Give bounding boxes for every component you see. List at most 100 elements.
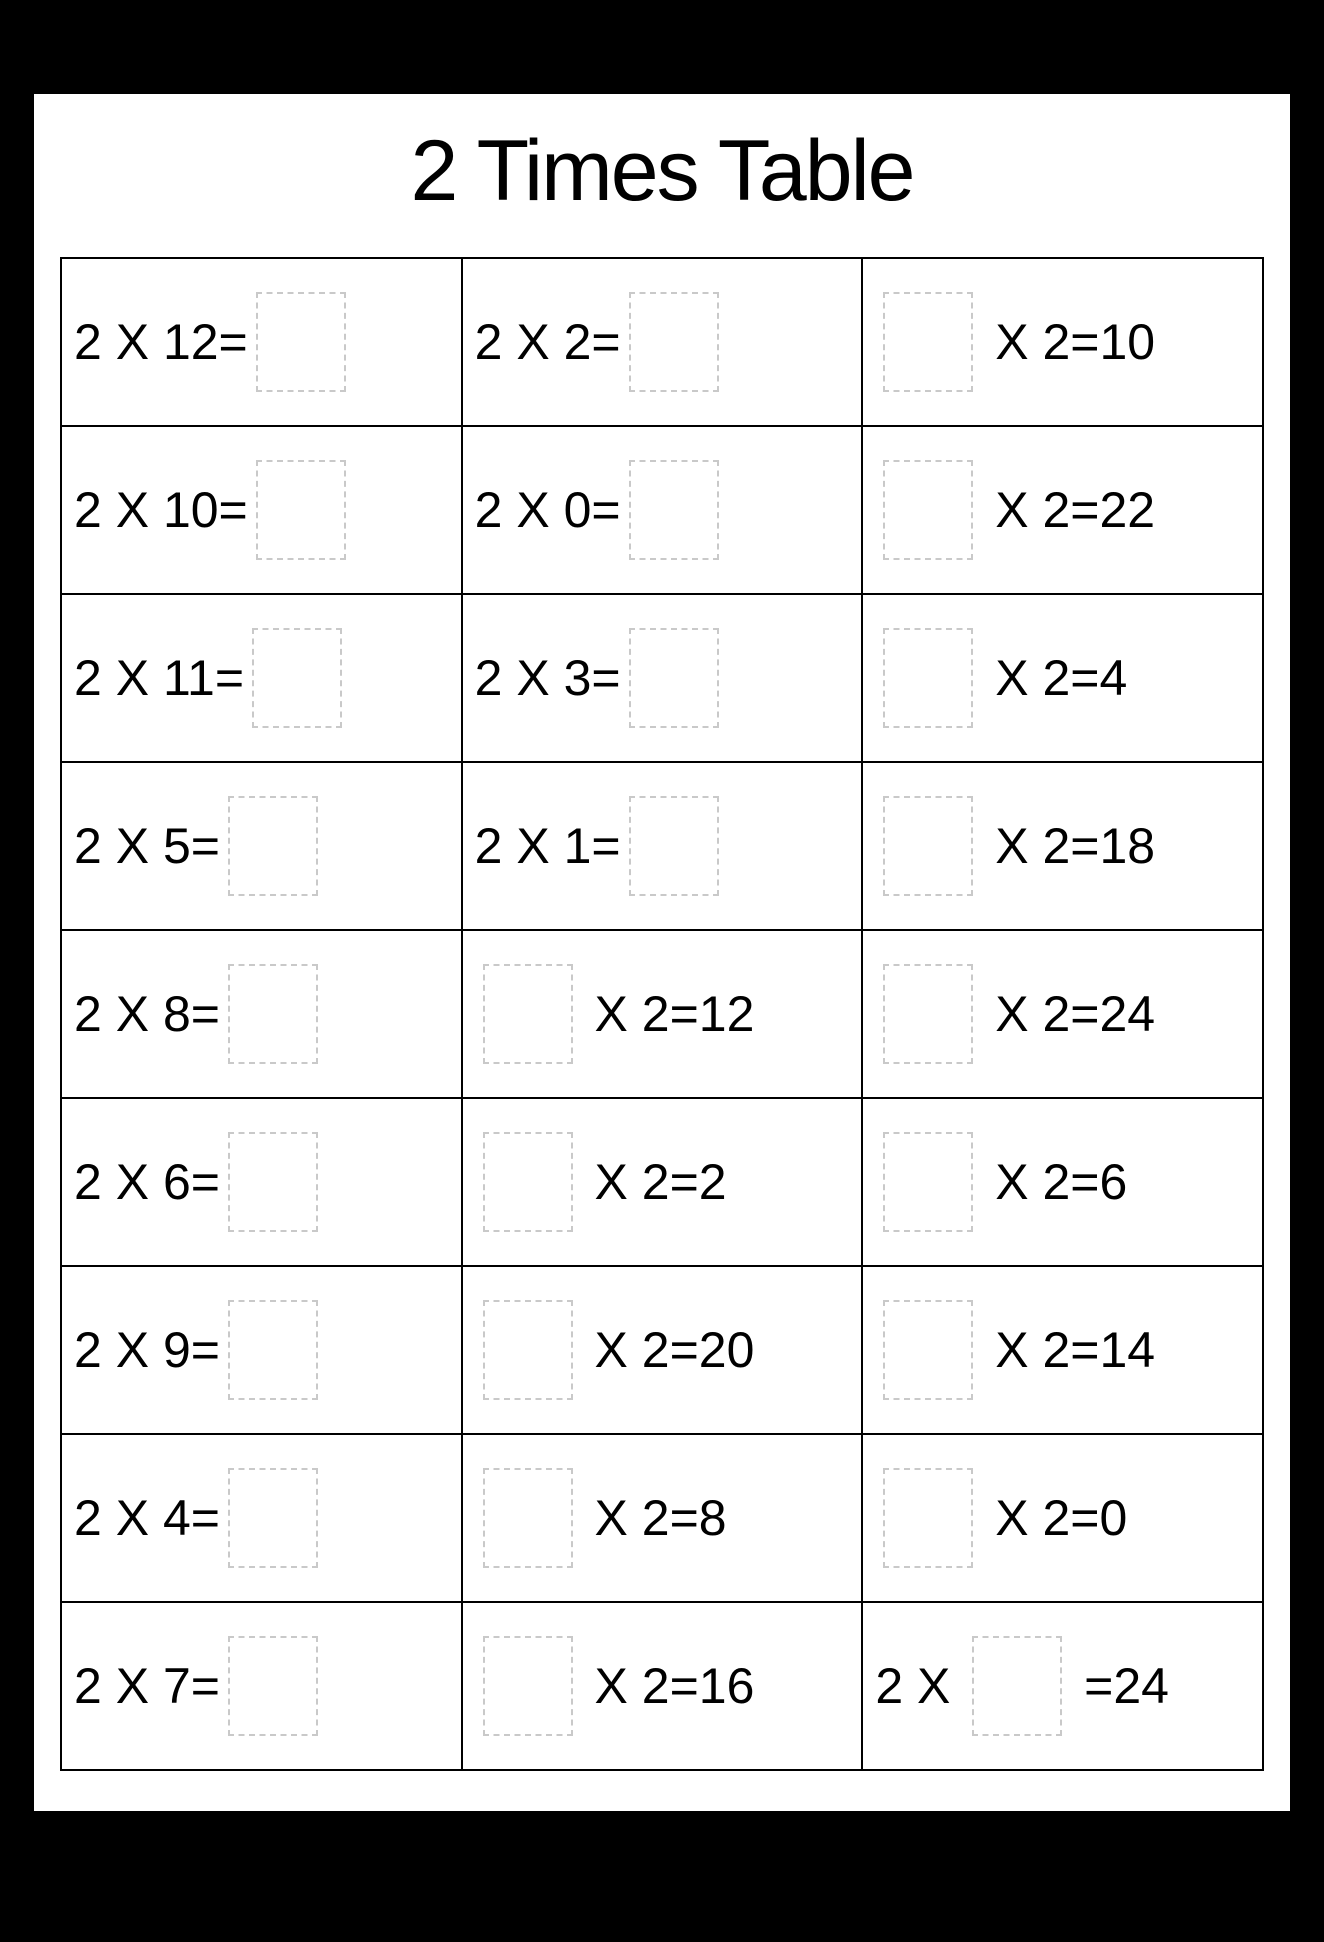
problem-cell: 2 X 10= (61, 426, 462, 594)
date-label: Date (1211, 12, 1304, 62)
problem-text: X 2=6 (981, 1153, 1127, 1211)
table-row: 2 X 12= 2 X 2= X 2=10 (61, 258, 1263, 426)
answer-box[interactable] (483, 1300, 573, 1400)
problem-text: 2 X 9= (74, 1321, 220, 1379)
table-row: 2 X 11=2 X 3= X 2=4 (61, 594, 1263, 762)
problem-text: X 2=22 (981, 481, 1155, 539)
worksheet-title: 2 Times Table (34, 94, 1290, 257)
problem-content: 2 X 3= (475, 595, 850, 761)
problem-text: X 2=18 (981, 817, 1155, 875)
problem-content: X 2=12 (475, 931, 850, 1097)
problem-text: 2 X 6= (74, 1153, 220, 1211)
answer-box[interactable] (483, 1132, 573, 1232)
problem-cell: 2 X 3= (462, 594, 863, 762)
answer-box[interactable] (883, 460, 973, 560)
answer-box[interactable] (972, 1636, 1062, 1736)
problem-cell: 2 X 1= (462, 762, 863, 930)
answer-box[interactable] (883, 1468, 973, 1568)
answer-box[interactable] (629, 460, 719, 560)
problem-content: 2 X 0= (475, 427, 850, 593)
problem-cell: 2 X 9= (61, 1266, 462, 1434)
problem-cell: X 2=18 (862, 762, 1263, 930)
table-row: 2 X 9= X 2=20 X 2=14 (61, 1266, 1263, 1434)
answer-box[interactable] (629, 796, 719, 896)
problem-text: 2 X 7= (74, 1657, 220, 1715)
problem-text: X 2=16 (581, 1657, 755, 1715)
answer-box[interactable] (483, 1468, 573, 1568)
problem-content: 2 X 9= (74, 1267, 449, 1433)
answer-box[interactable] (883, 964, 973, 1064)
answer-box[interactable] (228, 1300, 318, 1400)
answer-box[interactable] (883, 292, 973, 392)
problem-cell: X 2=4 (862, 594, 1263, 762)
header-row: Name Date (0, 0, 1324, 70)
problem-text: X 2=2 (581, 1153, 727, 1211)
table-row: 2 X 8= X 2=12 X 2=24 (61, 930, 1263, 1098)
answer-box[interactable] (883, 1132, 973, 1232)
problem-content: X 2=18 (875, 763, 1250, 929)
answer-box[interactable] (228, 964, 318, 1064)
answer-box[interactable] (629, 292, 719, 392)
problem-text: 2 X (875, 1657, 964, 1715)
problem-content: X 2=20 (475, 1267, 850, 1433)
name-label: Name (8, 12, 125, 62)
problem-content: 2 X 8= (74, 931, 449, 1097)
problem-text: =24 (1070, 1657, 1169, 1715)
table-row: 2 X 10= 2 X 0= X 2=22 (61, 426, 1263, 594)
problem-cell: X 2=12 (462, 930, 863, 1098)
problem-cell: X 2=6 (862, 1098, 1263, 1266)
problem-text: 2 X 12= (74, 313, 248, 371)
problem-cell: X 2=8 (462, 1434, 863, 1602)
table-row: 2 X 6= X 2=2 X 2=6 (61, 1098, 1263, 1266)
problem-cell: 2 X 6= (61, 1098, 462, 1266)
problem-cell: 2 X 2= (462, 258, 863, 426)
answer-box[interactable] (883, 796, 973, 896)
problem-text: X 2=4 (981, 649, 1127, 707)
answer-box[interactable] (629, 628, 719, 728)
worksheet-sheet: 2 Times Table 2 X 12=2 X 2= X 2=102 X 10… (30, 90, 1294, 1815)
answer-box[interactable] (483, 964, 573, 1064)
answer-box[interactable] (883, 1300, 973, 1400)
problem-content: 2 X 5= (74, 763, 449, 929)
problem-cell: 2 X 11= (61, 594, 462, 762)
problem-content: X 2=14 (875, 1267, 1250, 1433)
problem-cell: 2 X 7= (61, 1602, 462, 1770)
problem-cell: X 2=20 (462, 1266, 863, 1434)
problem-text: 2 X 0= (475, 481, 621, 539)
answer-box[interactable] (228, 1636, 318, 1736)
problem-cell: X 2=0 (862, 1434, 1263, 1602)
problem-text: X 2=14 (981, 1321, 1155, 1379)
answer-box[interactable] (256, 460, 346, 560)
problem-content: 2 X =24 (875, 1603, 1250, 1769)
problem-cell: X 2=2 (462, 1098, 863, 1266)
answer-box[interactable] (228, 1468, 318, 1568)
answer-box[interactable] (252, 628, 342, 728)
problem-content: X 2=2 (475, 1099, 850, 1265)
problem-content: 2 X 10= (74, 427, 449, 593)
problem-content: X 2=24 (875, 931, 1250, 1097)
problem-content: 2 X 4= (74, 1435, 449, 1601)
problem-content: 2 X 11= (74, 595, 449, 761)
problem-text: X 2=8 (581, 1489, 727, 1547)
answer-box[interactable] (228, 1132, 318, 1232)
problem-content: X 2=4 (875, 595, 1250, 761)
answer-box[interactable] (483, 1636, 573, 1736)
answer-box[interactable] (228, 796, 318, 896)
problem-cell: X 2=14 (862, 1266, 1263, 1434)
problem-content: X 2=16 (475, 1603, 850, 1769)
problem-content: X 2=6 (875, 1099, 1250, 1265)
problem-cell: 2 X 5= (61, 762, 462, 930)
problem-text: 2 X 4= (74, 1489, 220, 1547)
problem-cell: X 2=24 (862, 930, 1263, 1098)
problem-content: X 2=0 (875, 1435, 1250, 1601)
problem-text: X 2=24 (981, 985, 1155, 1043)
problem-content: 2 X 12= (74, 259, 449, 425)
page: Name Date 2 Times Table 2 X 12= 2 X 2= X … (0, 0, 1324, 1942)
table-row: 2 X 5= 2 X 1= X 2=18 (61, 762, 1263, 930)
table-row: 2 X 7= X 2=16 2 X =24 (61, 1602, 1263, 1770)
problem-content: 2 X 2= (475, 259, 850, 425)
answer-box[interactable] (256, 292, 346, 392)
answer-box[interactable] (883, 628, 973, 728)
problem-content: X 2=10 (875, 259, 1250, 425)
problem-text: 2 X 5= (74, 817, 220, 875)
